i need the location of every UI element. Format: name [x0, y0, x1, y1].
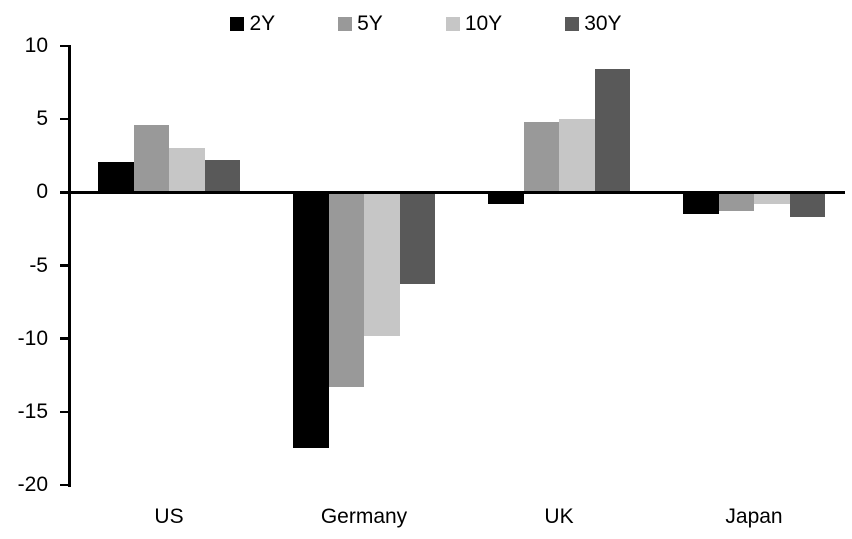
y-tick-label: 10 [24, 34, 48, 57]
legend-marker-icon [565, 17, 580, 31]
legend-item-30y: 30Y [565, 12, 622, 35]
legend-marker-icon [338, 17, 353, 31]
category-label-uk: UK [544, 505, 574, 528]
y-axis-tick [60, 44, 68, 48]
y-tick-label: -10 [17, 326, 48, 350]
legend-label: 30Y [584, 12, 622, 35]
bar-2y-us [98, 161, 134, 193]
bar-5y-germany [328, 192, 364, 387]
bar-30y-us [204, 160, 240, 193]
legend-marker-icon [445, 17, 460, 31]
bar-5y-uk [523, 122, 559, 193]
y-axis-line [68, 44, 71, 487]
bar-2y-japan [683, 192, 719, 215]
bar-5y-japan [718, 192, 754, 212]
legend-item-10y: 10Y [445, 12, 503, 35]
y-tick-label: 0 [36, 180, 48, 204]
y-axis-tick [60, 337, 68, 340]
legend-marker-icon [230, 17, 245, 31]
y-tick-label: -15 [17, 399, 48, 423]
legend: 2Y 5Y 10Y 30Y [0, 13, 852, 35]
zero-axis-line [68, 190, 845, 195]
category-label-germany: Germany [320, 505, 408, 528]
y-tick-label: -20 [17, 473, 48, 496]
y-tick-label: 5 [36, 107, 48, 131]
bar-30y-uk [594, 69, 630, 193]
y-axis-tick [60, 191, 68, 194]
bar-10y-us [169, 148, 205, 193]
y-tick-label: -5 [29, 253, 48, 277]
bar-2y-uk [488, 192, 524, 204]
bar-30y-japan [789, 192, 825, 218]
bar-5y-us [133, 125, 169, 193]
legend-label: 5Y [357, 12, 383, 35]
bar-10y-uk [559, 119, 595, 193]
bar-10y-germany [364, 192, 400, 336]
bar-2y-germany [293, 192, 329, 449]
legend-label: 10Y [464, 12, 503, 35]
y-axis-tick [60, 483, 68, 487]
category-label-us: US [154, 505, 184, 528]
y-axis-tick [60, 117, 68, 121]
legend-item-5y: 5Y [338, 13, 383, 35]
legend-label: 2Y [249, 12, 276, 35]
legend-item-2y: 2Y [230, 13, 275, 35]
bar-10y-japan [754, 192, 790, 204]
bar-30y-germany [399, 192, 435, 285]
category-label-japan: Japan [725, 505, 783, 528]
y-axis-tick [60, 264, 68, 267]
y-axis-tick [60, 410, 68, 414]
